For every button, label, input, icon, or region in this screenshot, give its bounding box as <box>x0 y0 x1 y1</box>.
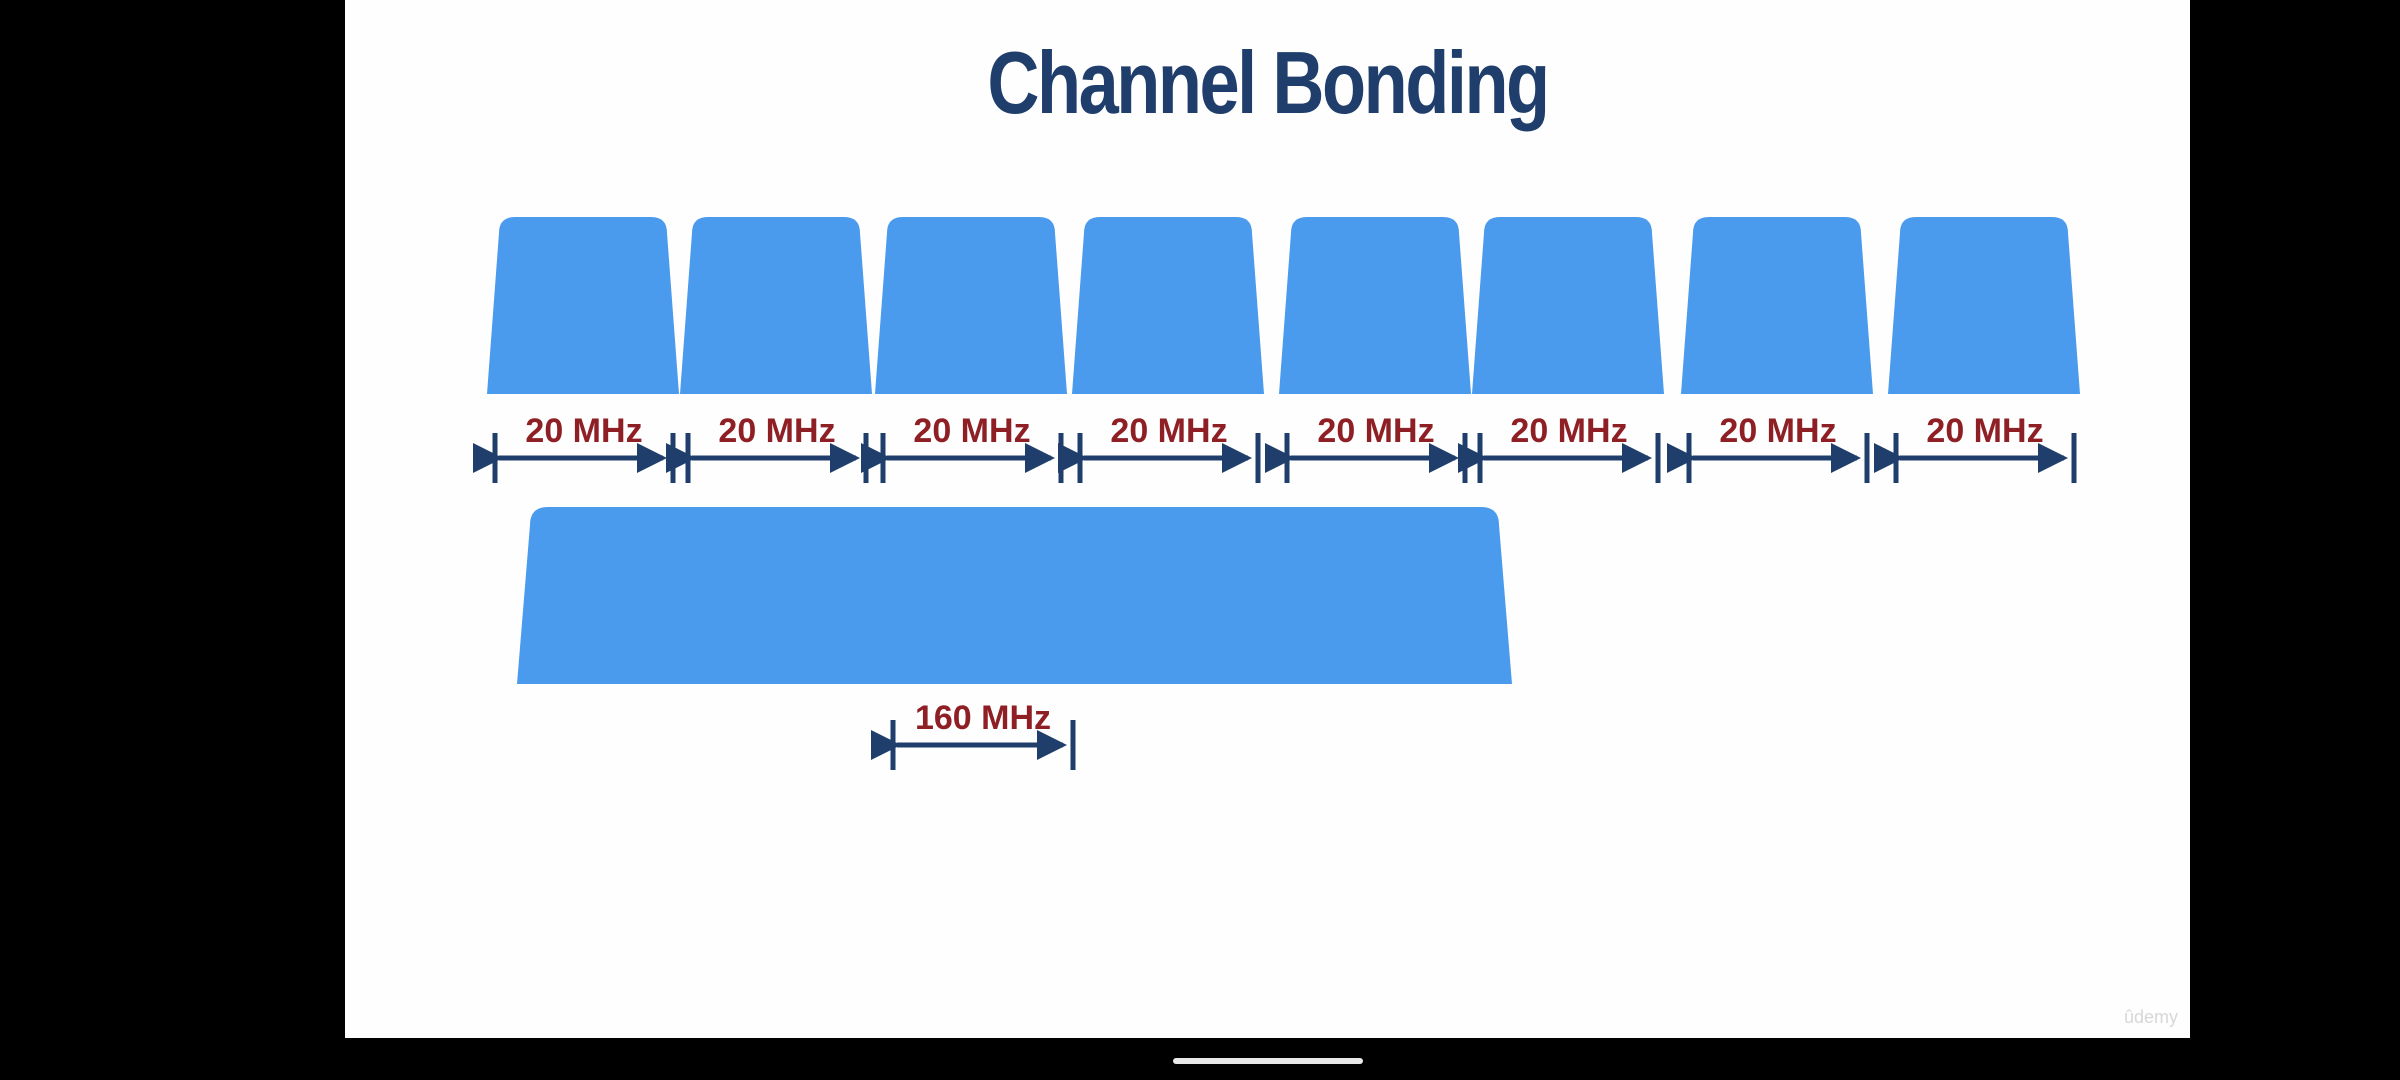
home-indicator[interactable] <box>1173 1058 1363 1064</box>
bonded-channel-shape <box>517 507 1512 684</box>
bonded-width-arrow: 160 MHz <box>871 699 1076 770</box>
channel-width-arrows: 20 MHz 20 MHz 20 MHz 20 MHz 20 MHz 20 MHz 20 M… <box>473 412 2077 483</box>
channel-width-arrow: 20 MHz <box>1667 412 1870 483</box>
channel-width-label: 20 MHz <box>525 412 642 450</box>
video-frame[interactable]: Channel Bonding 20 MHz 20 MHz 20 MHz 20 MHz… <box>345 0 2190 1038</box>
channel-shape <box>1681 217 1873 394</box>
channel-shape <box>1472 217 1664 394</box>
channel-shape <box>875 217 1067 394</box>
channel-width-label: 20 MHz <box>1317 412 1434 450</box>
channel-width-label: 20 MHz <box>1926 412 2043 450</box>
channel-width-label: 20 MHz <box>718 412 835 450</box>
channels-group <box>487 217 2080 394</box>
bonded-channel-group: 160 MHz <box>517 507 1512 770</box>
channel-width-label: 20 MHz <box>913 412 1030 450</box>
bonded-width-label: 160 MHz <box>915 699 1051 737</box>
channel-shape <box>487 217 679 394</box>
udemy-watermark: ûdemy <box>2123 1007 2178 1027</box>
channel-width-arrow: 20 MHz <box>1058 412 1261 483</box>
channel-width-arrow: 20 MHz <box>473 412 676 483</box>
channel-width-label: 20 MHz <box>1719 412 1836 450</box>
channel-shape <box>680 217 872 394</box>
channel-width-arrow: 20 MHz <box>1874 412 2077 483</box>
channel-width-arrow: 20 MHz <box>861 412 1064 483</box>
channel-width-label: 20 MHz <box>1110 412 1227 450</box>
slide-title: Channel Bonding <box>987 33 1550 132</box>
channel-diagram: 20 MHz 20 MHz 20 MHz 20 MHz 20 MHz 20 MHz 20 M… <box>473 217 2080 770</box>
channel-width-arrow: 20 MHz <box>1458 412 1661 483</box>
channel-width-arrow: 20 MHz <box>1265 412 1468 483</box>
channel-shape <box>1279 217 1471 394</box>
channel-shape <box>1072 217 1264 394</box>
channel-shape <box>1888 217 2080 394</box>
channel-width-arrow: 20 MHz <box>666 412 869 483</box>
channel-width-label: 20 MHz <box>1510 412 1627 450</box>
